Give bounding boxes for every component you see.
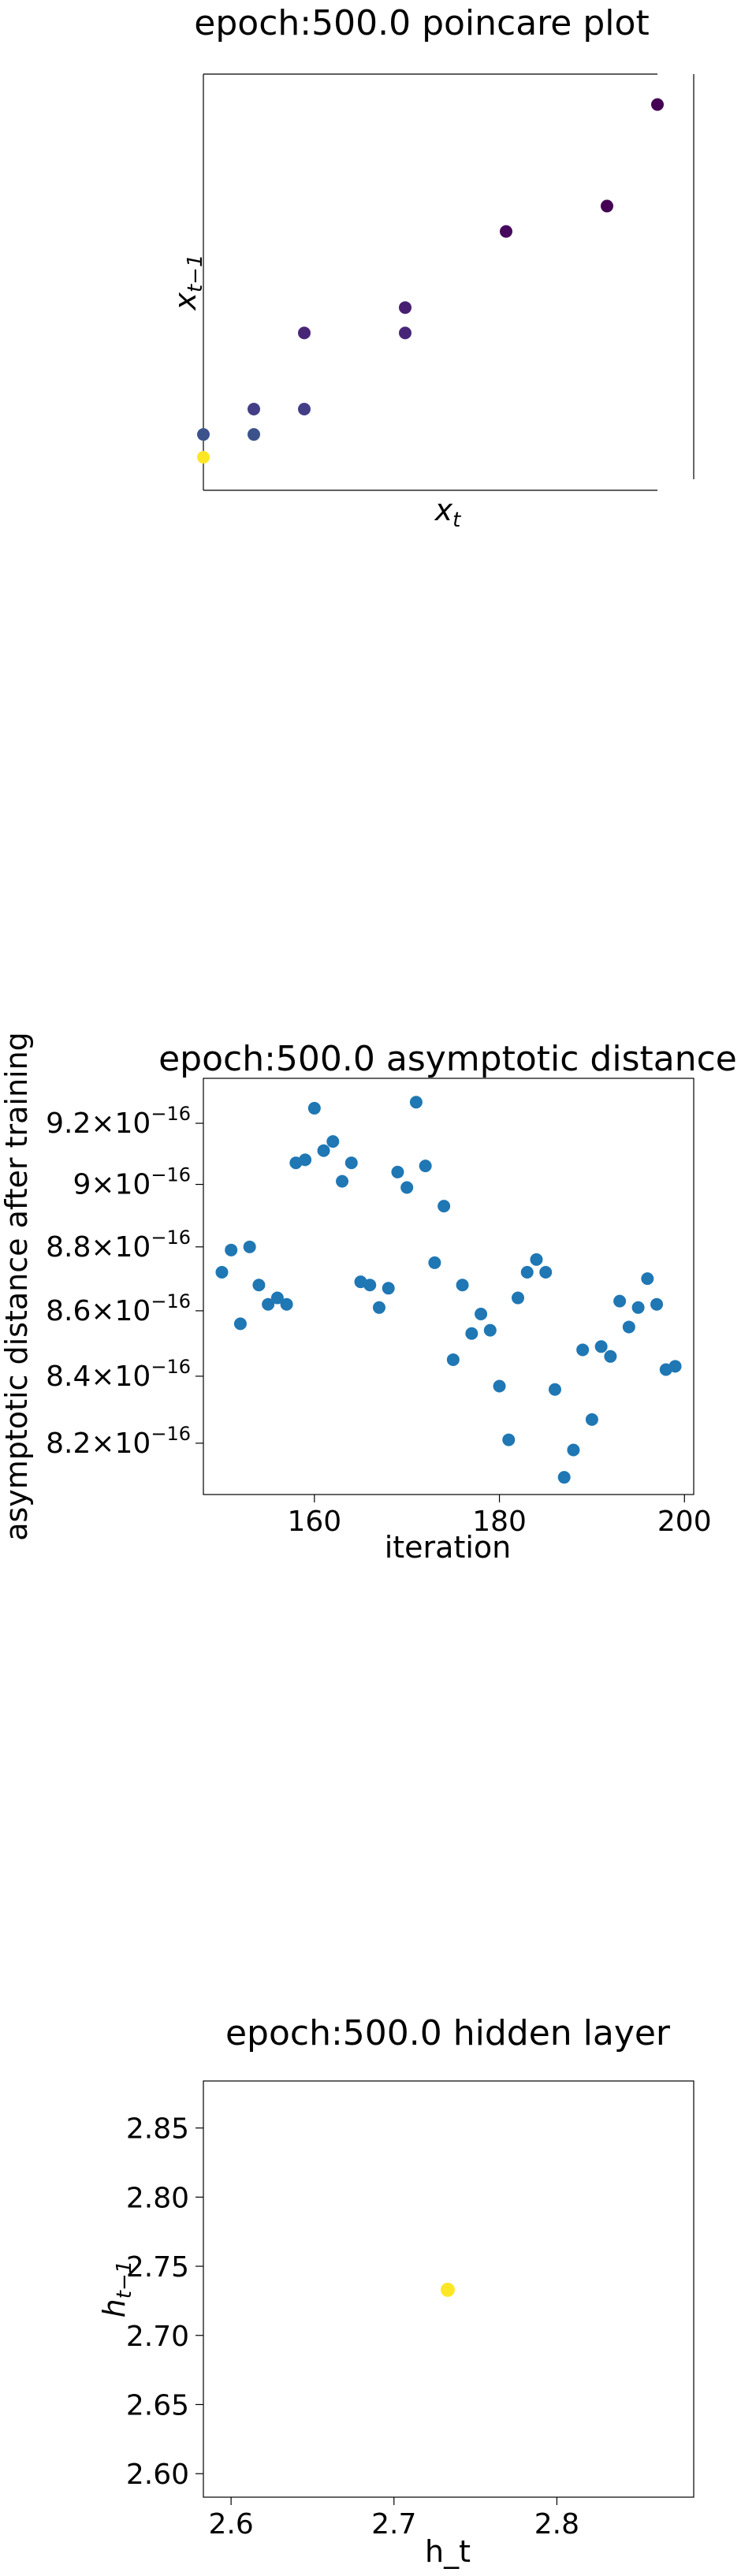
asymptotic-point xyxy=(419,1160,432,1173)
hidden-ytick-label: 2.65 xyxy=(126,2389,189,2422)
hidden-ytick-label: 2.60 xyxy=(126,2459,189,2491)
hidden-title: epoch:500.0 hidden layer xyxy=(225,2013,671,2053)
poincare-point xyxy=(248,428,260,441)
asymptotic-ytick-label: 8.6×10−16 xyxy=(46,1290,191,1327)
hidden-ytick-label: 2.70 xyxy=(126,2321,189,2353)
hidden-ytick-label: 2.85 xyxy=(126,2113,189,2146)
asymptotic-point xyxy=(233,1317,247,1331)
poincare-point xyxy=(248,402,260,415)
asymptotic-point xyxy=(391,1165,404,1178)
asymptotic-point xyxy=(520,1266,534,1279)
hidden-points xyxy=(440,2282,455,2297)
asymptotic-point xyxy=(252,1279,266,1292)
asymptotic-ylabel: asymptotic distance after training xyxy=(0,1032,34,1541)
hidden-axes-frame xyxy=(203,2080,694,2498)
asymptotic-point xyxy=(326,1135,340,1148)
poincare-point xyxy=(197,451,210,464)
asymptotic-point xyxy=(262,1297,275,1311)
asymptotic-point xyxy=(539,1266,553,1279)
asymptotic-xlabel: iteration xyxy=(385,1530,512,1565)
hidden-ytick-label: 2.75 xyxy=(126,2251,189,2284)
asymptotic-point xyxy=(382,1282,395,1295)
asymptotic-point xyxy=(585,1413,598,1426)
asymptotic-point xyxy=(225,1243,238,1256)
asymptotic-chart: epoch:500.0 asymptotic distance 160 180 20… xyxy=(0,1032,737,1565)
asymptotic-point xyxy=(344,1156,358,1170)
poincare-xlabel: xt xyxy=(434,493,462,532)
asymptotic-ticks: 160 180 200 8.2×10−16 8.4×10−16 8.6×10−16 8.8×… xyxy=(46,1103,712,1538)
asymptotic-point xyxy=(631,1301,645,1314)
asymptotic-point xyxy=(604,1349,617,1363)
asymptotic-title: epoch:500.0 asymptotic distance xyxy=(158,1039,737,1079)
asymptotic-xtick-label: 160 xyxy=(287,1506,341,1538)
asymptotic-point xyxy=(363,1279,377,1292)
asymptotic-point xyxy=(428,1256,441,1269)
asymptotic-point xyxy=(650,1297,664,1311)
asymptotic-point xyxy=(594,1340,608,1353)
asymptotic-point xyxy=(530,1253,543,1266)
asymptotic-axes-frame xyxy=(203,1078,694,1495)
hidden-ylabel: ht−1 xyxy=(97,2261,136,2318)
asymptotic-point xyxy=(280,1297,293,1311)
poincare-ylabel: xt−1 xyxy=(168,254,207,311)
asymptotic-point xyxy=(215,1266,229,1279)
asymptotic-point xyxy=(557,1471,571,1484)
poincare-point xyxy=(601,199,613,213)
asymptotic-point xyxy=(317,1144,330,1157)
asymptotic-point xyxy=(668,1360,682,1373)
poincare-point xyxy=(197,428,210,441)
poincare-point xyxy=(500,225,512,238)
asymptotic-point xyxy=(438,1200,451,1213)
asymptotic-ytick-label: 8.8×10−16 xyxy=(46,1227,191,1264)
asymptotic-point xyxy=(548,1383,561,1396)
poincare-point xyxy=(651,98,664,111)
asymptotic-ytick-label: 8.4×10−16 xyxy=(46,1356,191,1393)
poincare-title: epoch:500.0 poincare plot xyxy=(194,3,649,43)
asymptotic-points xyxy=(215,1096,682,1484)
asymptotic-xtick-label: 180 xyxy=(472,1506,527,1538)
asymptotic-point xyxy=(502,1433,516,1446)
asymptotic-ytick-label: 9×10−16 xyxy=(73,1164,191,1201)
hidden-xtick-label: 2.6 xyxy=(208,2508,253,2541)
hidden-point xyxy=(440,2282,455,2297)
poincare-point xyxy=(399,301,411,315)
asymptotic-point xyxy=(576,1343,590,1357)
poincare-chart: epoch:500.0 poincare plot xt xt−1 xyxy=(168,3,694,532)
asymptotic-xtick-label: 200 xyxy=(657,1506,712,1538)
asymptotic-point xyxy=(475,1308,488,1321)
asymptotic-point xyxy=(512,1291,525,1305)
asymptotic-ytick-label: 8.2×10−16 xyxy=(46,1423,191,1460)
asymptotic-point xyxy=(613,1294,627,1308)
hidden-ytick-label: 2.80 xyxy=(126,2182,189,2214)
hidden-ticks: 2.6 2.7 2.8 2.60 2.65 2.70 2.75 2.80 2.85 xyxy=(126,2113,579,2541)
hidden-chart: epoch:500.0 hidden layer 2.6 2.7 2.82.602.… xyxy=(97,2013,694,2569)
asymptotic-ytick-label: 9.2×10−16 xyxy=(46,1103,191,1140)
asymptotic-point xyxy=(372,1301,385,1314)
asymptotic-point xyxy=(456,1279,469,1292)
poincare-point xyxy=(298,326,311,340)
asymptotic-point xyxy=(270,1291,284,1305)
asymptotic-point xyxy=(243,1240,256,1253)
asymptotic-point xyxy=(446,1353,460,1366)
asymptotic-point xyxy=(483,1323,497,1337)
asymptotic-point xyxy=(299,1153,312,1167)
asymptotic-point xyxy=(336,1174,349,1188)
asymptotic-point xyxy=(622,1320,635,1334)
poincare-point xyxy=(399,326,411,340)
asymptotic-point xyxy=(641,1272,654,1286)
hidden-xtick-label: 2.7 xyxy=(371,2508,416,2541)
asymptotic-point xyxy=(465,1327,478,1340)
poincare-point xyxy=(298,402,311,415)
asymptotic-point xyxy=(409,1096,423,1109)
asymptotic-point xyxy=(400,1181,414,1194)
asymptotic-point xyxy=(307,1101,321,1115)
asymptotic-point xyxy=(493,1379,506,1393)
hidden-xtick-label: 2.8 xyxy=(534,2508,579,2541)
asymptotic-point xyxy=(567,1443,580,1457)
poincare-points xyxy=(197,98,664,464)
hidden-xlabel: h_t xyxy=(425,2534,471,2569)
